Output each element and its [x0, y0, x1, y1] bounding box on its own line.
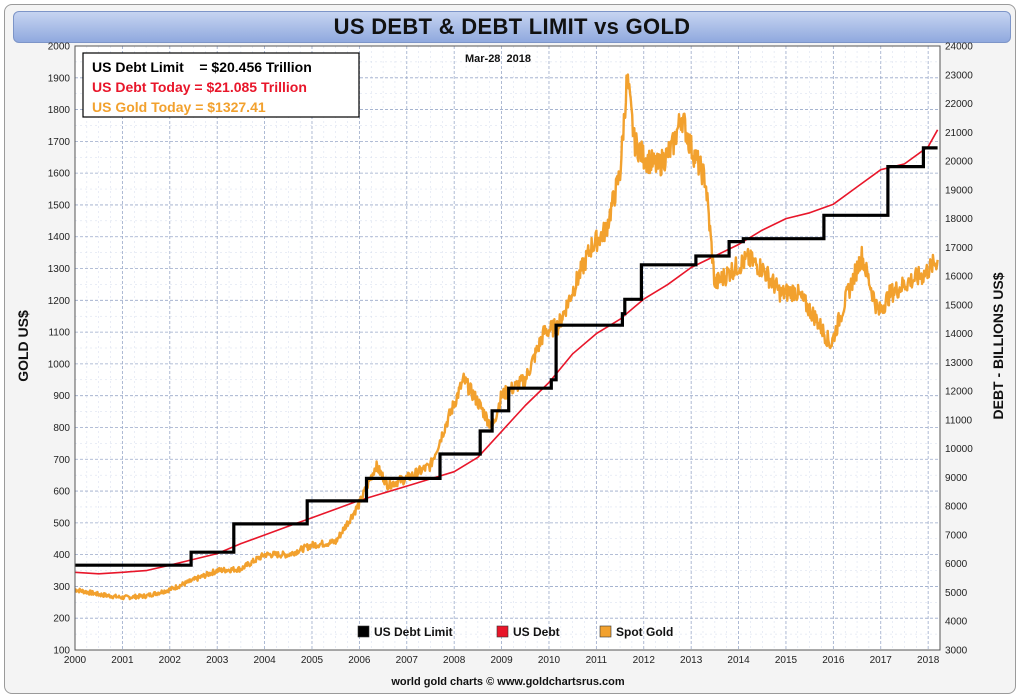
right-tick-label: 14000 [945, 329, 973, 340]
info-box-frame [82, 52, 360, 118]
x-tick-label: 2012 [633, 655, 656, 666]
right-tick-label: 9000 [945, 473, 968, 484]
right-tick-label: 20000 [945, 157, 973, 168]
left-tick-label: 700 [53, 455, 70, 466]
left-tick-label: 2000 [48, 42, 71, 53]
x-tick-label: 2008 [443, 655, 466, 666]
x-tick-label: 2013 [680, 655, 703, 666]
legend-swatch [496, 625, 509, 638]
x-tick-label: 2010 [538, 655, 561, 666]
right-axis-ticks: 3000 4000 5000 6000 7000 8000 9000 10000 11000 12… [945, 42, 973, 657]
left-tick-label: 1800 [48, 105, 71, 116]
right-tick-label: 23000 [945, 70, 973, 81]
right-tick-label: 5000 [945, 588, 968, 599]
x-axis-ticks: 2000 2001 2002 2003 2004 2005 2006 2007 2008 2009… [64, 655, 940, 666]
x-tick-label: 2006 [348, 655, 371, 666]
legend-swatch [357, 625, 370, 638]
legend-label: US Debt Limit [374, 625, 453, 639]
plot-border [74, 45, 941, 651]
right-tick-label: 18000 [945, 214, 973, 225]
x-tick-label: 2011 [586, 655, 608, 666]
right-tick-label: 8000 [945, 502, 968, 513]
series-debt-limit [75, 146, 938, 567]
right-tick-label: 22000 [945, 99, 973, 110]
chart-title: US DEBT & DEBT LIMIT vs GOLD [333, 14, 691, 39]
left-tick-label: 1200 [48, 296, 71, 307]
right-tick-label: 13000 [945, 358, 973, 369]
left-tick-label: 100 [53, 646, 70, 657]
right-tick-label: 19000 [945, 185, 973, 196]
x-tick-label: 2016 [822, 655, 845, 666]
x-tick-label: 2001 [111, 655, 134, 666]
left-tick-label: 1100 [48, 328, 70, 339]
title-bar: US DEBT & DEBT LIMIT vs GOLD [13, 11, 1011, 43]
left-tick-label: 900 [53, 391, 70, 402]
right-tick-label: 3000 [945, 646, 968, 657]
x-tick-label: 2014 [727, 655, 750, 666]
right-tick-label: 11000 [945, 415, 973, 426]
right-tick-label: 24000 [945, 42, 973, 53]
info-box: US Debt Limit = $20.456 Trillion US Debt… [82, 52, 360, 118]
right-tick-label: 6000 [945, 559, 968, 570]
right-tick-label: 4000 [945, 617, 968, 628]
left-tick-label: 1400 [48, 232, 71, 243]
source-credit: world gold charts © www.goldchartsrus.co… [390, 676, 624, 688]
right-tick-label: 7000 [945, 530, 968, 541]
series-layer [74, 73, 939, 601]
x-tick-label: 2007 [396, 655, 419, 666]
x-tick-label: 2018 [917, 655, 940, 666]
info-gold-today: US Gold Today = $1327.41 [92, 99, 266, 115]
right-tick-label: 12000 [945, 387, 973, 398]
left-axis-label: GOLD US$ [15, 310, 31, 382]
left-tick-label: 1900 [48, 73, 71, 84]
left-tick-label: 800 [53, 423, 70, 434]
left-tick-label: 1500 [48, 200, 71, 211]
right-tick-label: 15000 [945, 300, 973, 311]
right-tick-label: 21000 [945, 128, 973, 139]
left-tick-label: 400 [53, 550, 70, 561]
x-tick-label: 2004 [253, 655, 276, 666]
info-debt-limit: US Debt Limit = $20.456 Trillion [92, 59, 312, 75]
right-tick-label: 17000 [945, 243, 973, 254]
x-tick-label: 2009 [490, 655, 513, 666]
x-tick-label: 2015 [775, 655, 798, 666]
date-label: Mar-28 2018 [465, 53, 531, 65]
x-tick-label: 2003 [206, 655, 229, 666]
left-tick-label: 1300 [48, 264, 71, 275]
right-axis-label: DEBT - BILLIONS US$ [990, 272, 1006, 419]
right-tick-label: 16000 [945, 272, 973, 283]
x-tick-label: 2017 [870, 655, 893, 666]
series-spot-gold [74, 73, 939, 601]
left-tick-label: 500 [53, 518, 70, 529]
left-tick-label: 1000 [48, 359, 71, 370]
left-tick-label: 600 [53, 487, 70, 498]
left-tick-label: 1700 [48, 137, 71, 148]
x-tick-label: 2005 [301, 655, 324, 666]
x-tick-label: 2000 [64, 655, 87, 666]
legend-swatch [599, 625, 612, 638]
info-debt-today: US Debt Today = $21.085 Trillion [92, 79, 307, 95]
left-tick-label: 300 [53, 582, 70, 593]
x-tick-label: 2002 [159, 655, 182, 666]
left-axis-ticks: 100 200 300 400 500 600 700 800 900 1000 1100 1200 1… [48, 42, 71, 657]
left-tick-label: 1600 [48, 169, 71, 180]
left-tick-label: 200 [53, 614, 70, 625]
legend: US Debt Limit US Debt Spot Gold [357, 625, 673, 639]
right-tick-label: 10000 [945, 444, 973, 455]
legend-label: Spot Gold [616, 625, 673, 639]
legend-label: US Debt [513, 625, 560, 639]
